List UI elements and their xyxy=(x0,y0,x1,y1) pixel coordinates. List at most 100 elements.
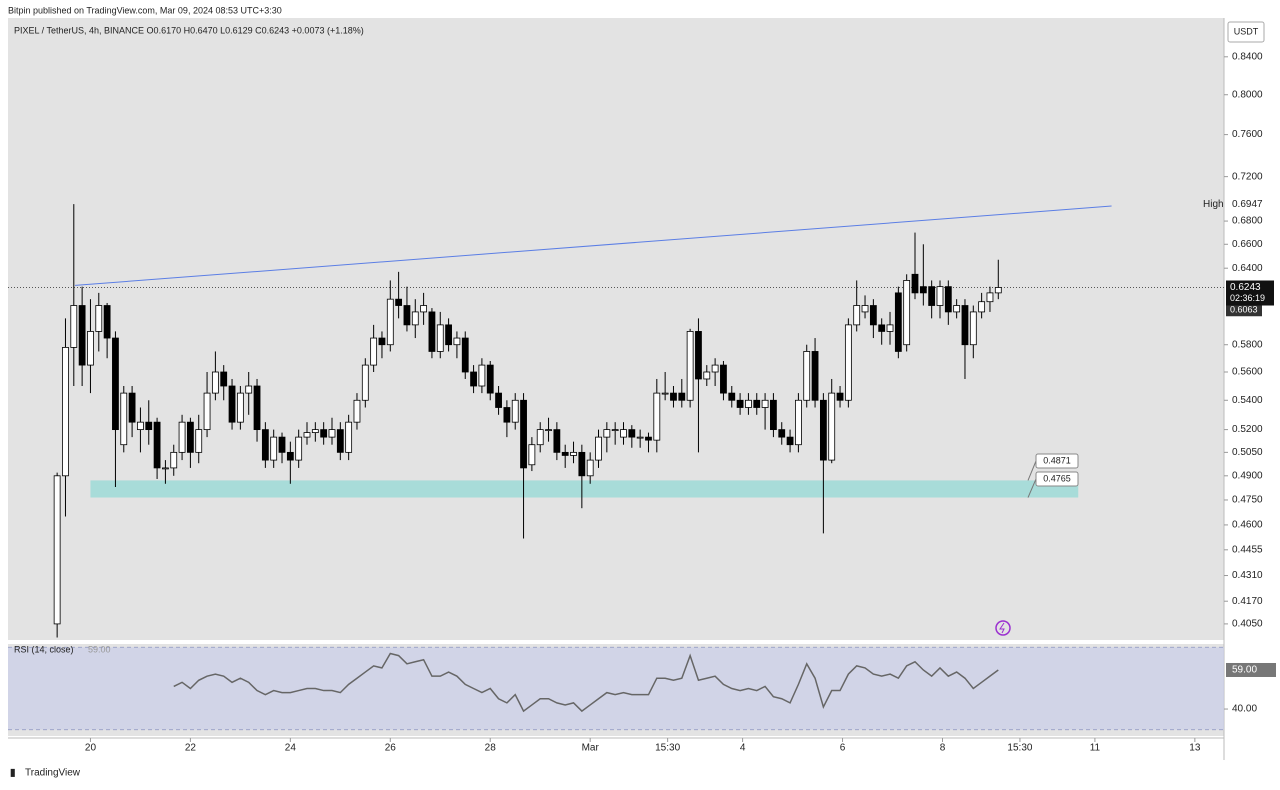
candle-body xyxy=(811,351,819,401)
candle-body xyxy=(586,459,594,477)
candle-body xyxy=(620,429,627,438)
y-tick-label: 0.4600 xyxy=(1232,520,1263,531)
candle-body xyxy=(411,311,419,326)
candle-body xyxy=(903,280,911,346)
candle-body xyxy=(278,436,286,453)
candle-body xyxy=(986,292,994,303)
candle-body xyxy=(786,436,794,446)
rsi-value: 59.00 xyxy=(88,644,111,654)
currency-box[interactable] xyxy=(1227,21,1265,43)
footer: TradingView xyxy=(25,768,81,779)
candle-body xyxy=(253,385,261,431)
y-tick-label: 0.5050 xyxy=(1232,447,1263,458)
candle-body xyxy=(495,392,502,408)
rsi-tick-label: 40.00 xyxy=(1232,704,1257,715)
candle-body xyxy=(311,429,319,434)
x-tick-label: 15:30 xyxy=(655,743,680,754)
candle-body xyxy=(320,429,328,438)
candle-body xyxy=(911,273,919,294)
candle-body xyxy=(611,429,619,432)
x-tick-label: Mar xyxy=(582,743,600,754)
candle-body xyxy=(153,421,161,469)
candle-body xyxy=(578,451,586,477)
candle-body xyxy=(378,337,386,346)
candle-body xyxy=(186,421,194,453)
y-tick-label: 0.4050 xyxy=(1232,619,1263,630)
candle-body xyxy=(461,337,469,373)
candle-body xyxy=(286,451,294,461)
y-tick-label: 0.6400 xyxy=(1232,263,1263,274)
y-tick-label: 0.7600 xyxy=(1232,129,1263,140)
candle-body xyxy=(645,436,652,441)
y-tick-label: 0.5600 xyxy=(1232,367,1263,378)
candle-body xyxy=(170,451,178,469)
candle-body xyxy=(336,429,344,453)
candle-body xyxy=(736,399,744,408)
high-label: High xyxy=(1203,199,1224,210)
candle-body xyxy=(128,392,136,423)
candle-body xyxy=(869,305,877,326)
candle-body xyxy=(711,364,719,373)
candle-body xyxy=(703,371,711,380)
candle-body xyxy=(844,324,852,401)
candle-body xyxy=(112,337,119,431)
candle-body xyxy=(978,301,986,313)
candle-body xyxy=(162,467,169,470)
x-tick-label: 15:30 xyxy=(1007,743,1032,754)
candle-body xyxy=(178,421,186,453)
candle-body xyxy=(878,324,886,332)
x-tick-label: 4 xyxy=(740,743,746,754)
candle-body xyxy=(819,399,827,461)
last-box xyxy=(1226,280,1274,306)
candle-body xyxy=(861,305,869,313)
x-tick-label: 24 xyxy=(285,743,297,754)
y-tick-label: 0.4310 xyxy=(1232,570,1263,581)
candle-body xyxy=(545,429,552,432)
candle-body xyxy=(686,331,694,401)
x-tick-label: 26 xyxy=(385,743,397,754)
candle-body xyxy=(778,429,786,438)
event-icon[interactable] xyxy=(995,620,1011,636)
zone-label: 0.4765 xyxy=(1043,473,1071,483)
currency: USDT xyxy=(1234,26,1259,36)
candle-body xyxy=(570,451,577,456)
candle-body xyxy=(561,451,569,456)
x-tick-label: 11 xyxy=(1090,743,1101,754)
high-value: 0.6947 xyxy=(1232,199,1263,210)
zone-pointer xyxy=(1027,478,1037,498)
rsi-value-axis: 59.00 xyxy=(1232,665,1257,676)
candle-body xyxy=(836,392,844,401)
candle-body xyxy=(603,429,611,438)
candle-body xyxy=(628,429,636,438)
candle-body xyxy=(761,399,769,408)
candle-body xyxy=(936,286,944,306)
y-tick-label: 0.4170 xyxy=(1232,596,1263,607)
candle-body xyxy=(828,392,836,461)
candle-body xyxy=(370,337,378,366)
candle-body xyxy=(994,287,1002,294)
candle-body xyxy=(445,324,452,346)
zone-label: 0.4871 xyxy=(1043,455,1071,465)
candle-body xyxy=(120,392,128,446)
candle-body xyxy=(361,364,369,401)
y-tick-label: 0.4900 xyxy=(1232,470,1263,481)
candle-body xyxy=(661,392,669,395)
zone-label-box xyxy=(1035,453,1079,469)
candle-body xyxy=(103,305,111,339)
candle-body xyxy=(87,331,94,366)
candle-body xyxy=(95,305,103,332)
zone-label-box xyxy=(1035,471,1079,487)
rsi-title: RSI (14, close) xyxy=(14,644,74,654)
rsi-band-fill xyxy=(8,647,1224,730)
x-tick-label: 28 xyxy=(485,743,497,754)
candle-body xyxy=(728,392,736,401)
prev-box xyxy=(1226,304,1262,317)
candle-body xyxy=(453,337,461,346)
y-tick-label: 0.8000 xyxy=(1232,89,1263,100)
candle-body xyxy=(919,286,927,294)
y-tick-label: 0.8400 xyxy=(1232,51,1263,62)
candle-body xyxy=(528,444,536,466)
publisher: Bitpin published on TradingView.com, Mar… xyxy=(8,5,282,15)
candle-body xyxy=(944,286,952,313)
